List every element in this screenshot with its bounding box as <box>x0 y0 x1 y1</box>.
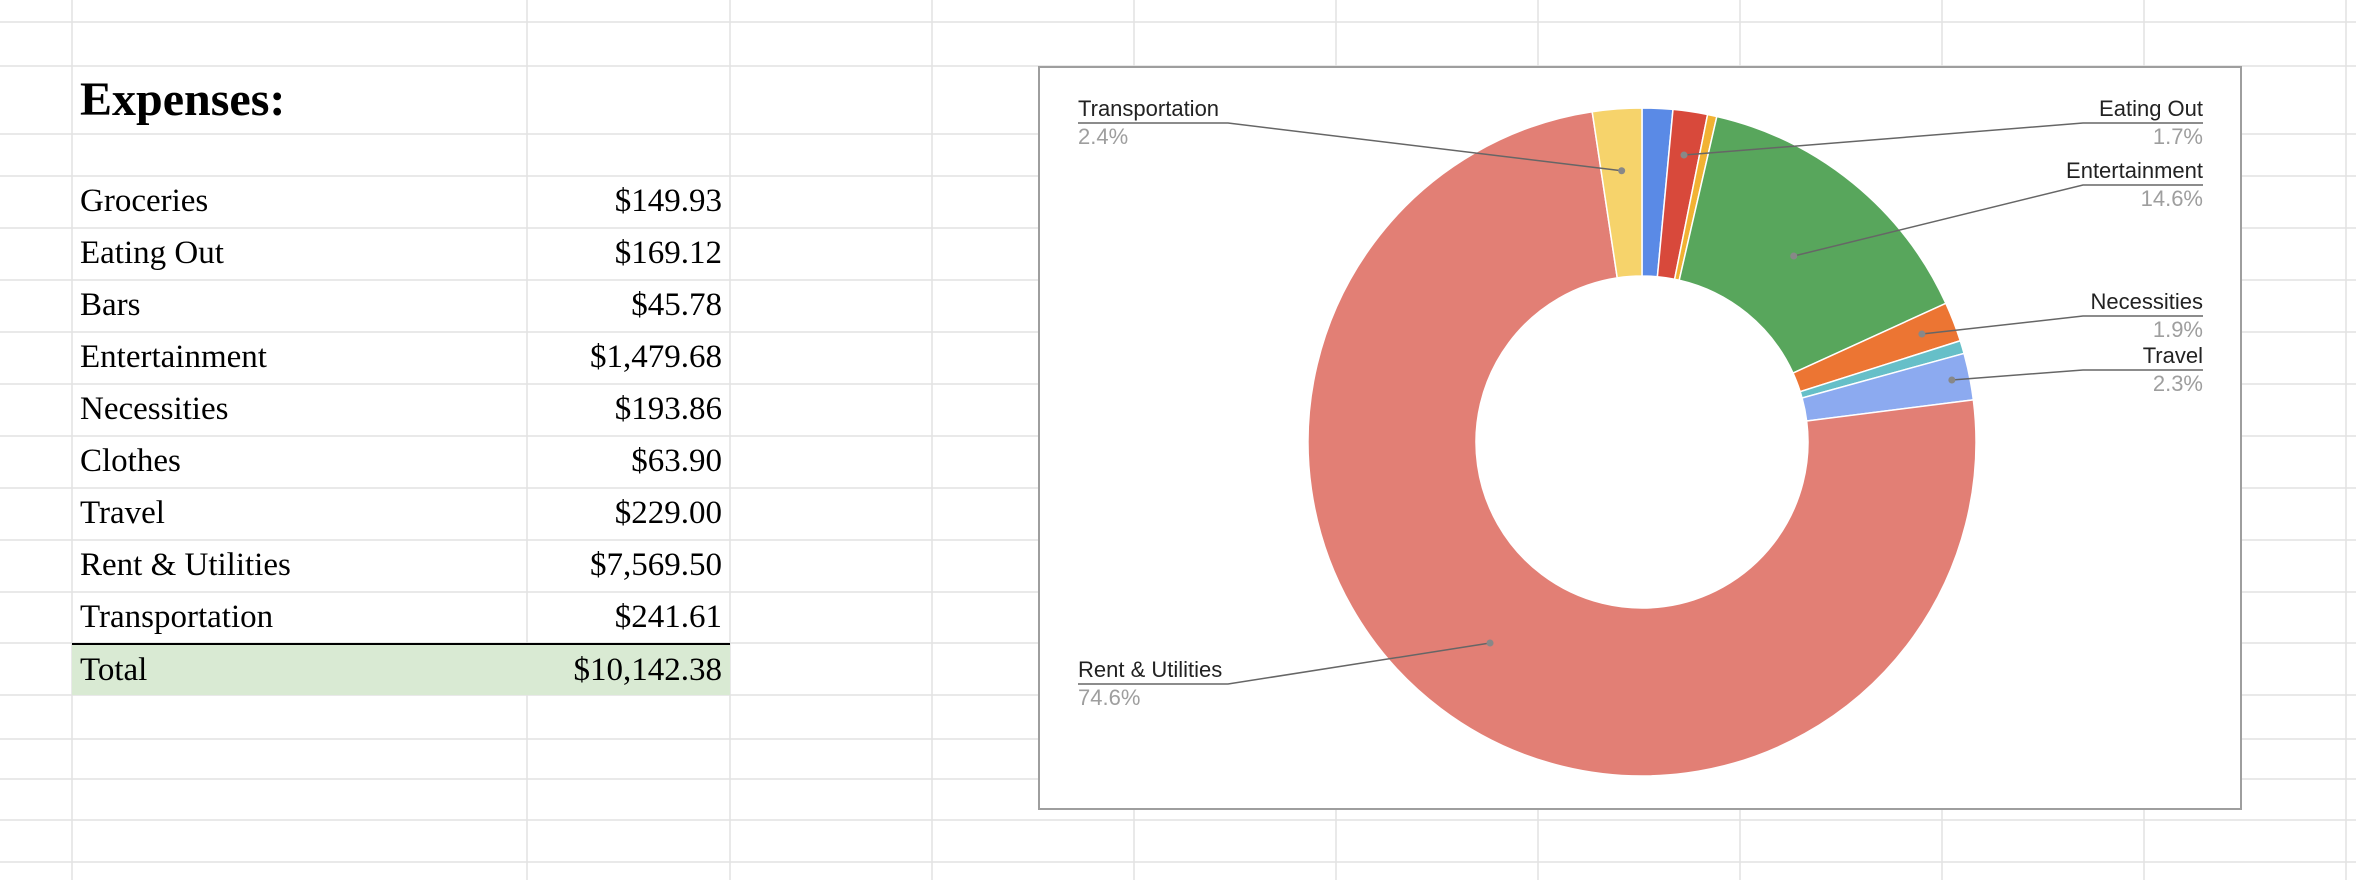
callout-anchor-dot <box>1680 151 1688 159</box>
callout-percent-label: 74.6% <box>1078 685 1140 710</box>
row-label: Bars <box>80 287 141 323</box>
row-value: $45.78 <box>631 287 722 323</box>
callout-percent-label: 2.4% <box>1078 124 1128 149</box>
total-row[interactable]: Total $10,142.38 <box>72 643 730 695</box>
table-row[interactable]: Travel $229.00 <box>72 488 730 540</box>
slice-rent-utilities[interactable] <box>1307 110 1977 777</box>
table-row[interactable]: Bars $45.78 <box>72 280 730 332</box>
total-value: $10,142.38 <box>573 652 723 688</box>
callout-percent-label: 1.9% <box>2153 317 2203 342</box>
row-label: Transportation <box>80 599 274 635</box>
callout-leader-line <box>1683 122 2203 156</box>
callout-anchor-dot <box>1918 330 1926 338</box>
callout-leader-line <box>1921 315 2203 335</box>
table-row[interactable]: Eating Out $169.12 <box>72 228 730 280</box>
row-label: Eating Out <box>80 235 224 271</box>
callout-label: Necessities <box>2091 289 2203 314</box>
row-label: Groceries <box>80 183 209 219</box>
callout-anchor-dot <box>1486 639 1494 647</box>
slice-transportation[interactable] <box>1591 107 1643 279</box>
row-value: $169.12 <box>614 235 722 271</box>
callout-percent-label: 14.6% <box>2141 186 2203 211</box>
row-label: Clothes <box>80 443 181 479</box>
row-value: $241.61 <box>614 599 722 635</box>
callout-label: Rent & Utilities <box>1078 657 1222 682</box>
callout-leader-line <box>1078 122 1622 172</box>
callout-percent-label: 2.3% <box>2153 371 2203 396</box>
row-value: $7,569.50 <box>590 547 722 583</box>
table-row[interactable]: Rent & Utilities $7,569.50 <box>72 540 730 592</box>
table-row[interactable]: Groceries $149.93 <box>72 176 730 228</box>
sheet-title: Expenses: <box>80 73 286 126</box>
row-label: Entertainment <box>80 339 267 375</box>
callout-percent-label: 1.7% <box>2153 124 2203 149</box>
row-label: Necessities <box>80 391 229 427</box>
callout-anchor-dot <box>1790 252 1798 260</box>
callout-anchor-dot <box>1618 167 1626 175</box>
callout-label: Transportation <box>1078 96 1219 121</box>
table-row[interactable]: Transportation $241.61 <box>72 592 730 644</box>
row-value: $63.90 <box>631 443 722 479</box>
donut-chart[interactable]: Eating Out 1.7% Entertainment 14.6% Necessit… <box>1038 66 2242 810</box>
callout-leader-line <box>1078 642 1491 685</box>
callout-anchor-dot <box>1948 376 1956 384</box>
donut-chart-canvas: Eating Out 1.7% Entertainment 14.6% Necessit… <box>1078 96 2203 777</box>
table-row[interactable]: Clothes $63.90 <box>72 436 730 488</box>
callout-label: Travel <box>2143 343 2203 368</box>
slice-entertainment[interactable] <box>1678 115 1947 375</box>
row-label: Rent & Utilities <box>80 547 291 583</box>
row-label: Travel <box>80 495 165 531</box>
row-value: $193.86 <box>614 391 722 427</box>
callout-leader-line <box>1951 369 2203 381</box>
callout-label: Eating Out <box>2099 96 2203 121</box>
callout-label: Entertainment <box>2066 158 2203 183</box>
row-value: $149.93 <box>614 183 722 219</box>
row-value: $229.00 <box>614 495 722 531</box>
row-value: $1,479.68 <box>590 339 722 375</box>
table-row[interactable]: Entertainment $1,479.68 <box>72 332 730 384</box>
table-row[interactable]: Necessities $193.86 <box>72 384 730 436</box>
total-label: Total <box>80 652 148 688</box>
callout-leader-line <box>1793 184 2203 257</box>
